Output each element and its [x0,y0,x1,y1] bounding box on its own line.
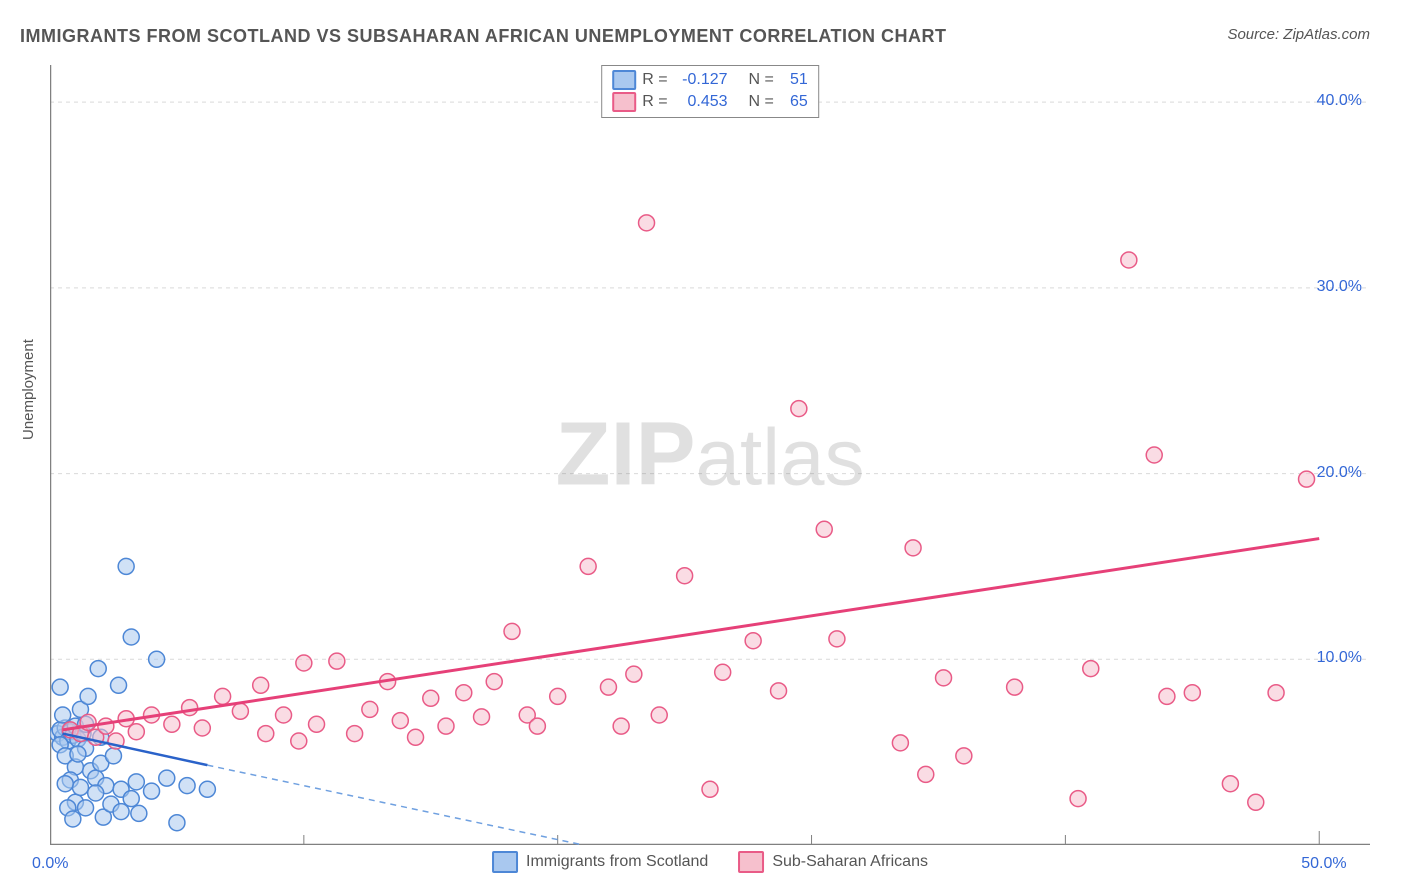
swatch-scotland [612,70,636,90]
chart-title: IMMIGRANTS FROM SCOTLAND VS SUBSAHARAN A… [20,26,946,47]
r-label: R = [642,91,667,113]
legend-swatch-scotland [492,851,518,873]
y-tick-label: 30.0% [1317,278,1362,296]
r-label: R = [642,69,667,91]
series-legend: Immigrants from Scotland Sub-Saharan Afr… [492,851,928,873]
y-axis-label: Unemployment [20,339,37,440]
r-value-subsaharan: 0.453 [674,91,728,113]
legend-item-scotland: Immigrants from Scotland [492,851,708,873]
source-credit: Source: ZipAtlas.com [1227,26,1370,43]
n-value-subsaharan: 65 [780,91,808,113]
y-tick-label: 20.0% [1317,464,1362,482]
n-label: N = [748,91,773,113]
r-value-scotland: -0.127 [674,69,728,91]
x-tick-label: 50.0% [1301,855,1346,873]
n-label: N = [748,69,773,91]
correlation-legend: R = -0.127 N = 51 R = 0.453 N = 65 [601,65,819,118]
correlation-row-subsaharan: R = 0.453 N = 65 [612,91,808,113]
swatch-subsaharan [612,92,636,112]
legend-item-subsaharan: Sub-Saharan Africans [738,851,928,873]
legend-label-scotland: Immigrants from Scotland [526,853,708,871]
chart-plot-area: ZIPatlas R = -0.127 N = 51 R = 0.453 N =… [50,65,1370,845]
legend-swatch-subsaharan [738,851,764,873]
y-tick-label: 40.0% [1317,92,1362,110]
y-tick-label: 10.0% [1317,649,1362,667]
correlation-row-scotland: R = -0.127 N = 51 [612,69,808,91]
scatter-chart-svg [50,65,1370,845]
x-tick-label: 0.0% [32,855,68,873]
legend-label-subsaharan: Sub-Saharan Africans [772,853,928,871]
n-value-scotland: 51 [780,69,808,91]
